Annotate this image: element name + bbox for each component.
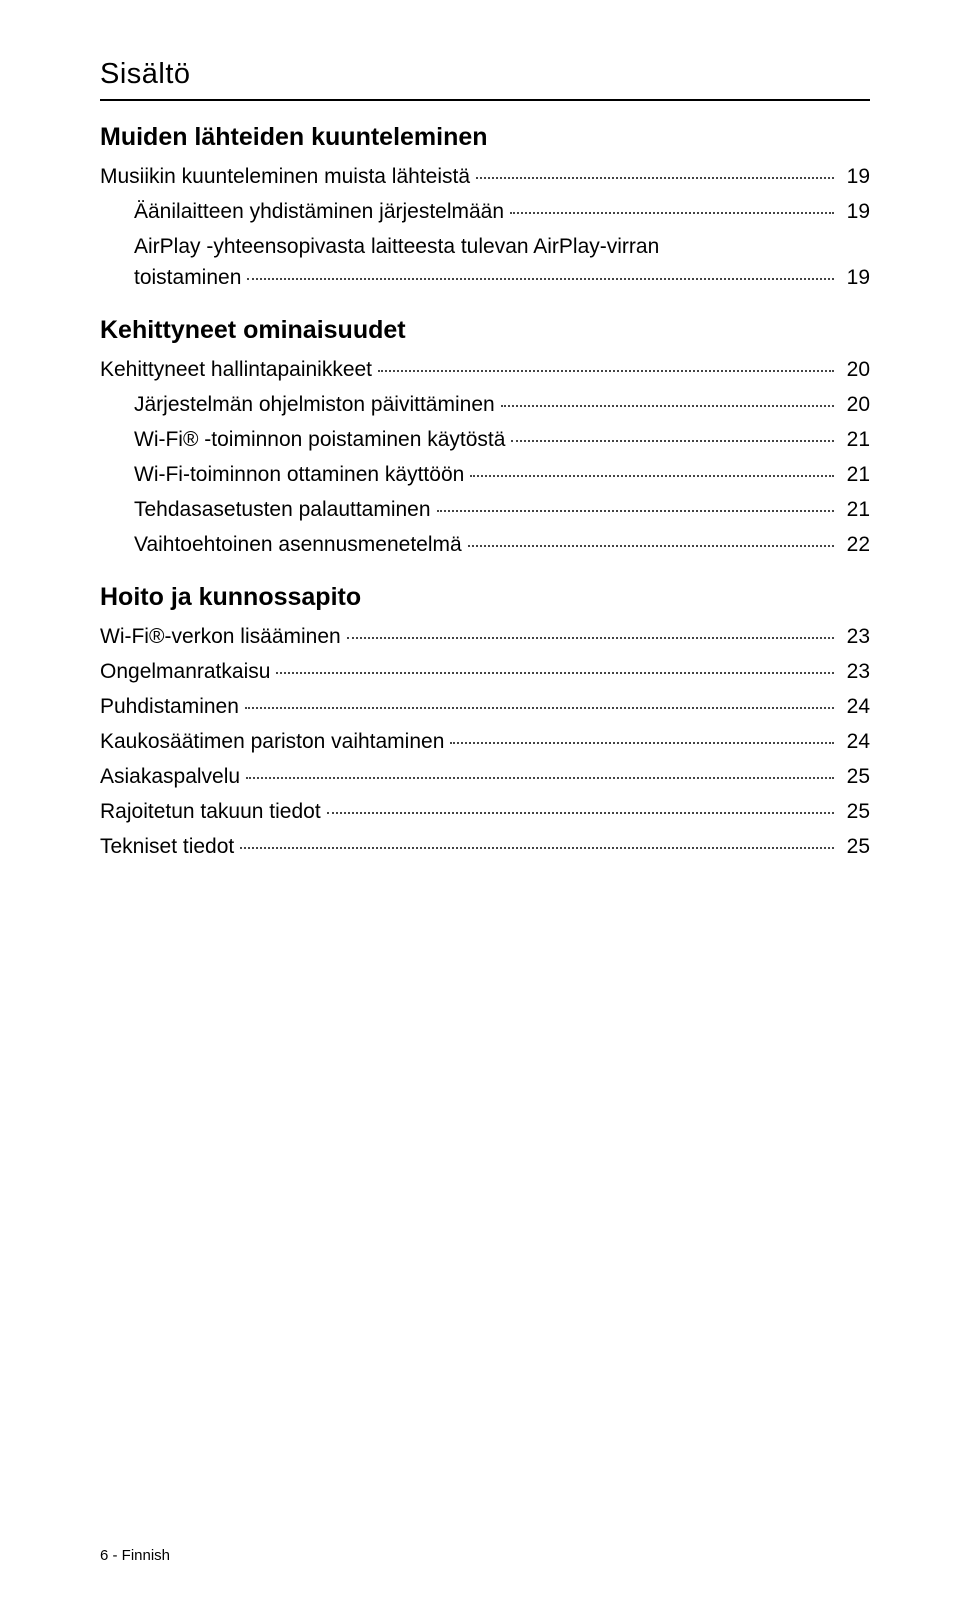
toc-label: Asiakaspalvelu	[100, 766, 240, 787]
dot-leader	[247, 278, 834, 280]
dot-leader	[276, 672, 834, 674]
toc-page: 19	[840, 201, 870, 222]
dot-leader	[245, 707, 834, 709]
dot-leader	[468, 545, 834, 547]
toc-page: 24	[840, 696, 870, 717]
toc-page: 25	[840, 836, 870, 857]
toc-entry: Ongelmanratkaisu 23	[100, 661, 870, 682]
toc-page: 20	[840, 359, 870, 380]
toc-label-line1: AirPlay -yhteensopivasta laitteesta tule…	[134, 236, 659, 257]
section-heading: Muiden lähteiden kuunteleminen	[100, 123, 870, 152]
toc-entry: Puhdistaminen 24	[100, 696, 870, 717]
toc-entry: Asiakaspalvelu 25	[100, 766, 870, 787]
dot-leader	[470, 475, 834, 477]
dot-leader	[501, 405, 834, 407]
toc-page: 23	[840, 661, 870, 682]
dot-leader	[327, 812, 834, 814]
toc-page: 24	[840, 731, 870, 752]
toc-entry: Äänilaitteen yhdistäminen järjestelmään …	[100, 201, 870, 222]
toc-label: Tekniset tiedot	[100, 836, 234, 857]
toc-label: Wi-Fi® -toiminnon poistaminen käytöstä	[134, 429, 505, 450]
toc-page: 23	[840, 626, 870, 647]
toc-page: 25	[840, 766, 870, 787]
toc-label: Järjestelmän ohjelmiston päivittäminen	[134, 394, 495, 415]
toc-label: Wi-Fi-toiminnon ottaminen käyttöön	[134, 464, 464, 485]
toc-label: Musiikin kuunteleminen muista lähteistä	[100, 166, 470, 187]
toc-entry: Kehittyneet hallintapainikkeet 20	[100, 359, 870, 380]
toc-entry: Wi-Fi® -toiminnon poistaminen käytöstä 2…	[100, 429, 870, 450]
toc-label: Rajoitetun takuun tiedot	[100, 801, 321, 822]
toc-entry: Kaukosäätimen pariston vaihtaminen 24	[100, 731, 870, 752]
toc-page: 21	[840, 429, 870, 450]
toc-entry: AirPlay -yhteensopivasta laitteesta tule…	[100, 236, 870, 288]
dot-leader	[378, 370, 834, 372]
toc-entry: Musiikin kuunteleminen muista lähteistä …	[100, 166, 870, 187]
section-heading: Kehittyneet ominaisuudet	[100, 316, 870, 345]
toc-label: Vaihtoehtoinen asennusmenetelmä	[134, 534, 462, 555]
toc-label: Ongelmanratkaisu	[100, 661, 270, 682]
toc-label: Kaukosäätimen pariston vaihtaminen	[100, 731, 444, 752]
toc-entry: Wi-Fi®-verkon lisääminen 23	[100, 626, 870, 647]
toc-label: Wi-Fi®-verkon lisääminen	[100, 626, 341, 647]
toc-label: Äänilaitteen yhdistäminen järjestelmään	[134, 201, 504, 222]
dot-leader	[240, 847, 834, 849]
toc-page: 22	[840, 534, 870, 555]
dot-leader	[450, 742, 834, 744]
toc-label: Puhdistaminen	[100, 696, 239, 717]
toc-page: 21	[840, 464, 870, 485]
page-footer: 6 - Finnish	[100, 1547, 170, 1564]
dot-leader	[511, 440, 834, 442]
toc-entry: Vaihtoehtoinen asennusmenetelmä 22	[100, 534, 870, 555]
toc-page: 25	[840, 801, 870, 822]
page-title: Sisältö	[100, 58, 870, 101]
dot-leader	[246, 777, 834, 779]
section-heading: Hoito ja kunnossapito	[100, 583, 870, 612]
toc-page: 21	[840, 499, 870, 520]
dot-leader	[476, 177, 834, 179]
toc-page: 20	[840, 394, 870, 415]
toc-label: Kehittyneet hallintapainikkeet	[100, 359, 372, 380]
toc-entry: Wi-Fi-toiminnon ottaminen käyttöön 21	[100, 464, 870, 485]
toc-entry: Rajoitetun takuun tiedot 25	[100, 801, 870, 822]
toc-label-line2: toistaminen	[134, 267, 241, 288]
dot-leader	[510, 212, 834, 214]
toc-page: 19	[840, 166, 870, 187]
toc-entry: Tekniset tiedot 25	[100, 836, 870, 857]
toc-entry: Tehdasasetusten palauttaminen 21	[100, 499, 870, 520]
dot-leader	[347, 637, 834, 639]
toc-page: 19	[840, 267, 870, 288]
toc-entry: Järjestelmän ohjelmiston päivittäminen 2…	[100, 394, 870, 415]
toc-label: Tehdasasetusten palauttaminen	[134, 499, 431, 520]
dot-leader	[437, 510, 834, 512]
